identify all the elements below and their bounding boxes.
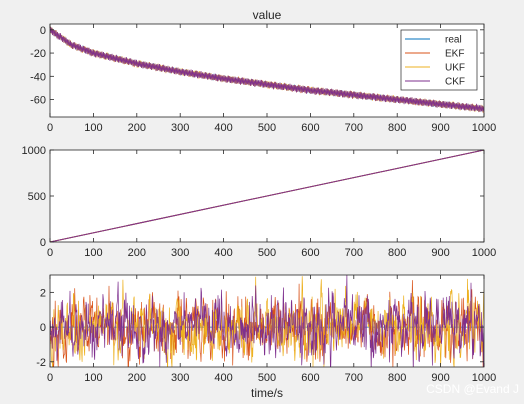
x-tick-label: 1000: [472, 247, 496, 259]
series-group: [50, 275, 484, 367]
x-tick-label: 800: [388, 372, 406, 384]
x-tick-label: 900: [431, 122, 449, 134]
legend-box: [400, 29, 478, 91]
x-tick-label: 1000: [472, 122, 496, 134]
x-tick-label: 100: [84, 372, 102, 384]
x-tick-label: 500: [258, 372, 276, 384]
x-tick-label: 900: [431, 372, 449, 384]
x-tick-label: 300: [171, 122, 189, 134]
x-tick-label: 600: [301, 247, 319, 259]
x-tick-label: 400: [214, 372, 232, 384]
axes-3: 0 100 200 300 400 500 600 700 800 900 1000-202time…: [36, 274, 496, 400]
series-line-ukf: [50, 276, 484, 367]
axes-layer: 0 100 200 300 400 500 600 700 800 900 1000-60-40-2…: [22, 8, 497, 400]
series-line-ckf: [50, 26, 484, 112]
y-tick-label: 0: [40, 237, 46, 249]
x-tick-label: 100: [84, 247, 102, 259]
y-tick-label: 1000: [22, 145, 46, 157]
x-tick-label: 200: [128, 122, 146, 134]
x-tick-label: 700: [345, 247, 363, 259]
x-tick-label: 700: [345, 122, 363, 134]
x-tick-label: 200: [128, 247, 146, 259]
x-tick-label: 400: [214, 247, 232, 259]
series-group: [50, 150, 484, 242]
x-tick-label: 0: [47, 372, 53, 384]
x-tick-label: 700: [345, 372, 363, 384]
legend-label-ukf: UKF: [445, 63, 465, 74]
x-tick-label: 500: [258, 247, 276, 259]
y-tick-label: 0: [40, 322, 46, 334]
x-tick-label: 300: [171, 372, 189, 384]
x-tick-label: 600: [301, 372, 319, 384]
chart-title: value: [253, 8, 282, 22]
legend-label-real: real: [445, 35, 462, 46]
x-tick-label: 100: [84, 122, 102, 134]
y-tick-label: -40: [30, 71, 46, 83]
x-tick-label: 200: [128, 372, 146, 384]
x-tick-label: 0: [47, 122, 53, 134]
y-tick-label: -20: [30, 48, 46, 60]
legend-label-ekf: EKF: [445, 49, 464, 60]
legend: real EKF UKF CKF: [400, 29, 478, 91]
axes-1: 0 100 200 300 400 500 600 700 800 900 1000 -60 -40 -2…: [30, 8, 496, 134]
x-tick-label: 500: [258, 122, 276, 134]
x-tick-label: 300: [171, 247, 189, 259]
x-tick-label: 400: [214, 122, 232, 134]
y-tick-label: 2: [40, 287, 46, 299]
series-group: [50, 26, 484, 113]
x-axis-label: time/s: [251, 386, 283, 400]
y-tick-label: 500: [28, 191, 46, 203]
y-tick-label: -60: [30, 95, 46, 107]
series-line-ckf: [50, 275, 484, 367]
x-tick-label: 0: [47, 247, 53, 259]
x-tick-label: 600: [301, 122, 319, 134]
watermark: CSDN @Evand J: [426, 382, 519, 396]
x-tick-label: 800: [388, 247, 406, 259]
x-tick-label: 900: [431, 247, 449, 259]
y-tick-label: 0: [40, 25, 46, 37]
y-tick-label: -2: [36, 357, 46, 369]
x-tick-label: 1000: [472, 372, 496, 384]
series-line-ckf: [50, 150, 484, 242]
x-tick-label: 800: [388, 122, 406, 134]
axes-2: 0 100 200 300 400 500 600 700 800 900 1000 0 500 1000: [22, 145, 497, 259]
legend-label-ckf: CKF: [445, 77, 465, 88]
